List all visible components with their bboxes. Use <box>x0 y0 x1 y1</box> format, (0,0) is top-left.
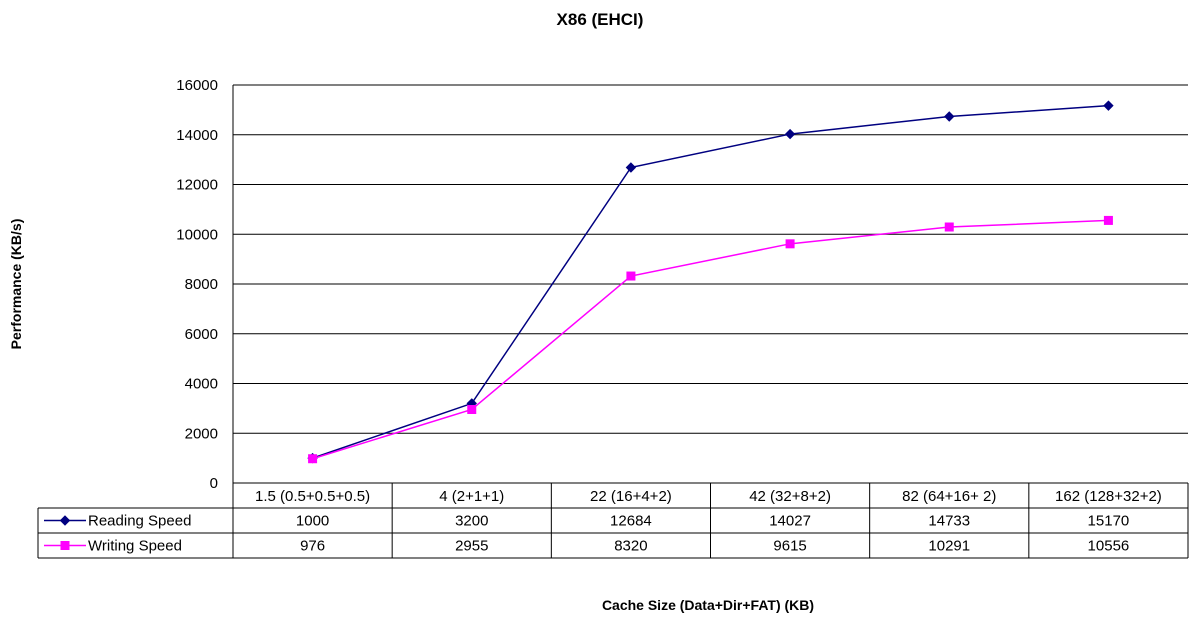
legend-key-marker <box>60 541 70 550</box>
y-tick-label: 10000 <box>176 226 218 243</box>
data-label: 8320 <box>614 538 647 555</box>
legend-key-marker <box>59 515 71 526</box>
series-line <box>312 104 1109 459</box>
category-label: 4 (2+1+1) <box>439 488 504 505</box>
chart-title: X86 (EHCI) <box>557 10 644 29</box>
data-point <box>1103 215 1113 225</box>
data-label: 1000 <box>296 513 329 530</box>
legend-label: Writing Speed <box>88 538 182 555</box>
category-label: 162 (128+32+2) <box>1055 488 1162 505</box>
data-point <box>785 239 795 249</box>
data-label: 15170 <box>1088 513 1130 530</box>
x-axis-title: Cache Size (Data+Dir+FAT) (KB) <box>602 597 814 613</box>
category-label: 1.5 (0.5+0.5+0.5) <box>255 488 370 505</box>
data-label: 3200 <box>455 513 488 530</box>
data-label: 10291 <box>928 538 970 555</box>
data-point <box>626 271 636 281</box>
data-point <box>467 404 477 414</box>
y-tick-label: 2000 <box>185 425 218 442</box>
data-point <box>944 222 954 232</box>
legend-label: Reading Speed <box>88 513 191 530</box>
y-tick-label: 14000 <box>176 127 218 144</box>
category-label: 42 (32+8+2) <box>749 488 831 505</box>
data-label: 2955 <box>455 538 488 555</box>
y-axis-title: Performance (KB/s) <box>8 219 24 350</box>
data-point <box>944 111 955 122</box>
y-axis-ticks: 0 2000 4000 6000 8000 10000 12000 14000 16000 <box>176 77 218 492</box>
data-label: 14733 <box>928 513 970 530</box>
y-tick-label: 16000 <box>176 77 218 94</box>
data-table: 1.5 (0.5+0.5+0.5) 4 (2+1+1) 22 (16+4+2) 42 … <box>37 85 1189 559</box>
y-tick-label: 6000 <box>185 326 218 343</box>
y-tick-label: 4000 <box>185 376 218 393</box>
data-label: 9615 <box>773 538 806 555</box>
data-point <box>784 128 796 140</box>
series-line <box>312 219 1109 460</box>
y-tick-label: 12000 <box>176 177 218 194</box>
data-point <box>625 162 637 173</box>
data-label: 14027 <box>769 513 811 530</box>
data-label: 10556 <box>1088 538 1130 555</box>
category-label: 22 (16+4+2) <box>590 488 672 505</box>
y-tick-label: 0 <box>210 475 218 492</box>
data-label: 976 <box>300 538 325 555</box>
data-label: 12684 <box>610 513 652 530</box>
gridlines <box>233 84 1188 434</box>
y-tick-label: 8000 <box>185 276 218 293</box>
category-label: 82 (64+16+ 2) <box>902 488 996 505</box>
data-point <box>1103 100 1114 111</box>
data-point <box>308 454 318 464</box>
plot-series <box>307 100 1114 464</box>
